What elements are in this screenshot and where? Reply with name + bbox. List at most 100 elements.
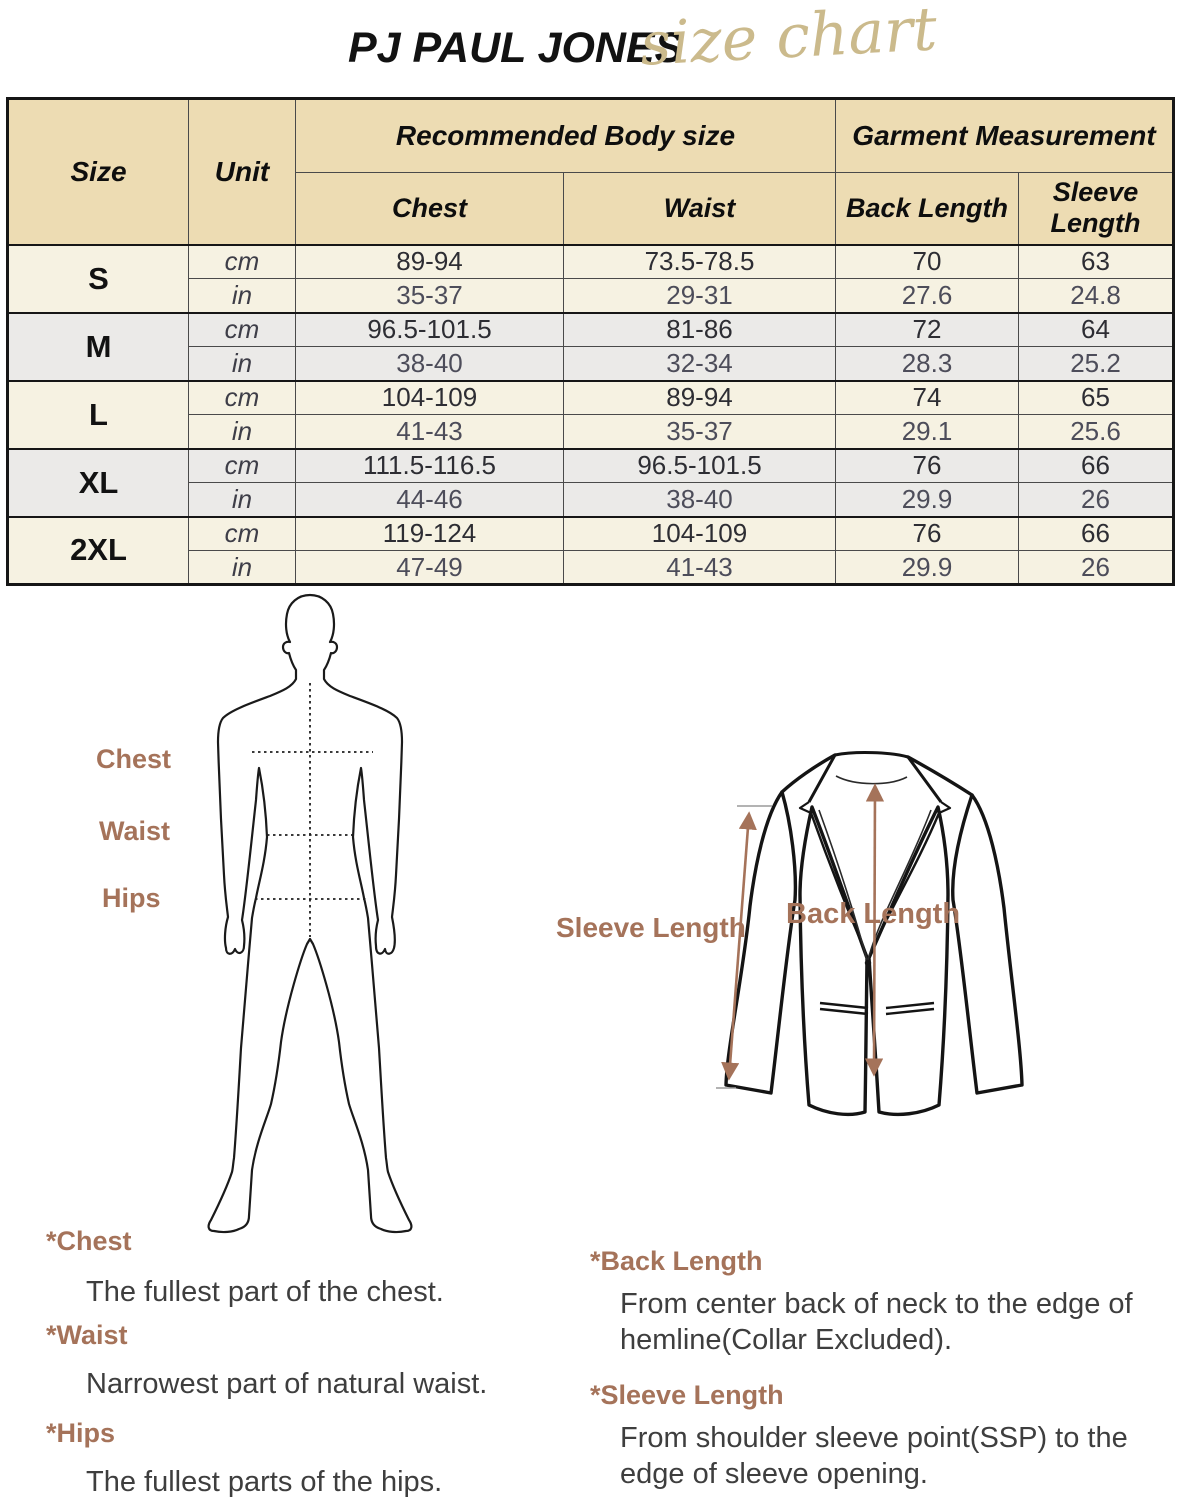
back-length-value-cell: 72 [835, 311, 1020, 347]
col-header-garment: Garment Measurement [835, 98, 1175, 173]
chest-value-cell: 89-94 [295, 243, 564, 279]
table-row: 2XL cm 119-124 104-109 76 66 [7, 515, 1175, 585]
size-cell: 2XL [7, 515, 189, 585]
sleeve-length-value-cell: 66 [1018, 447, 1175, 483]
jacket-pockets [819, 1001, 935, 1016]
jacket-shoulder-lines [780, 753, 974, 797]
col-header-back-length: Back Length [835, 172, 1020, 245]
size-cell: M [7, 311, 189, 381]
jacket-right-panel [867, 805, 950, 1117]
jacket-diagram [716, 751, 1024, 1117]
sleeve-length-definition-text: From shoulder sleeve point(SSP) to the e… [620, 1422, 1128, 1490]
chest-value-cell: 119-124 [295, 515, 564, 551]
unit-cell: in [188, 278, 296, 313]
chest-value-cell: 96.5-101.5 [295, 311, 564, 347]
sleeve-length-arrow [721, 811, 757, 1081]
back-length-arrow [864, 783, 885, 1077]
waist-value-cell: 35-37 [562, 414, 837, 449]
measure-ticks [716, 805, 772, 1089]
jacket-lapel-notches [798, 801, 952, 815]
back-length-value-cell: 29.1 [835, 414, 1020, 449]
waist-value-cell: 96.5-101.5 [562, 447, 837, 483]
table-row: in 44-46 38-40 29.9 26 [8, 482, 1175, 517]
body-diagram [207, 593, 413, 1234]
hips-definition-text: The fullest parts of the hips. [86, 1466, 443, 1498]
table-row: in 47-49 41-43 29.9 26 [8, 550, 1175, 585]
waist-value-cell: 73.5-78.5 [562, 243, 837, 279]
col-header-size: Size [7, 98, 189, 245]
size-chart-table: Size Unit Recommended Body size Garment … [6, 97, 1176, 586]
hips-label: Hips [102, 883, 161, 913]
back-length-value-cell: 27.6 [835, 278, 1020, 313]
back-length-definition-text: From center back of neck to the edge of … [620, 1288, 1133, 1356]
col-header-chest: Chest [295, 172, 564, 245]
size-chart-script-title: size chart [638, 0, 939, 80]
jacket-collar [807, 751, 943, 803]
unit-cell: cm [188, 243, 296, 279]
table-row: in 35-37 29-31 27.6 24.8 [8, 278, 1175, 313]
unit-cell: in [188, 550, 296, 585]
chest-value-cell: 111.5-116.5 [295, 447, 564, 483]
back-length-value-cell: 29.9 [835, 550, 1020, 585]
back-length-value-cell: 29.9 [835, 482, 1020, 517]
chest-definition-text: The fullest part of the chest. [86, 1276, 444, 1308]
size-cell: XL [7, 447, 189, 517]
sleeve-length-label: Sleeve Length [556, 912, 746, 943]
jacket-back-collar-arc [835, 775, 908, 785]
chest-value-cell: 47-49 [295, 550, 564, 585]
table-row: in 41-43 35-37 29.1 25.6 [8, 414, 1175, 449]
unit-cell: cm [188, 515, 296, 551]
col-header-body-size: Recommended Body size [294, 98, 837, 173]
unit-cell: cm [188, 379, 296, 415]
unit-cell: cm [188, 447, 296, 483]
size-cell: S [7, 243, 189, 313]
sleeve-length-value-cell: 63 [1018, 243, 1175, 279]
chest-value-cell: 35-37 [295, 278, 564, 313]
back-length-definition-term: *Back Length [590, 1246, 763, 1276]
back-length-value-cell: 70 [835, 243, 1020, 279]
sleeve-length-value-cell: 26 [1018, 550, 1175, 585]
waist-definition-term: *Waist [46, 1320, 128, 1350]
unit-cell: in [188, 346, 296, 381]
chest-definition-term: *Chest [46, 1226, 132, 1256]
waist-value-cell: 104-109 [562, 515, 837, 551]
chest-value-cell: 44-46 [295, 482, 564, 517]
size-table-container: Size Unit Recommended Body size Garment … [6, 97, 1176, 586]
back-length-value-cell: 74 [835, 379, 1020, 415]
col-header-sleeve-length: Sleeve Length [1018, 172, 1175, 245]
body-outline [207, 593, 413, 1234]
sleeve-length-value-cell: 65 [1018, 379, 1175, 415]
back-length-label: Back Length [786, 898, 961, 930]
back-length-value-cell: 28.3 [835, 346, 1020, 381]
waist-value-cell: 81-86 [562, 311, 837, 347]
back-length-value-cell: 76 [835, 515, 1020, 551]
table-row: M cm 96.5-101.5 81-86 72 64 [7, 311, 1175, 381]
sleeve-length-value-cell: 24.8 [1018, 278, 1175, 313]
col-header-unit: Unit [188, 98, 296, 245]
sleeve-length-value-cell: 25.6 [1018, 414, 1175, 449]
table-row: in 38-40 32-34 28.3 25.2 [8, 346, 1175, 381]
jacket-right-sleeve [951, 793, 1024, 1095]
sleeve-length-value-cell: 66 [1018, 515, 1175, 551]
sleeve-length-value-cell: 25.2 [1018, 346, 1175, 381]
sleeve-length-value-cell: 64 [1018, 311, 1175, 347]
waist-label: Waist [99, 816, 171, 846]
waist-value-cell: 89-94 [562, 379, 837, 415]
chest-label: Chest [96, 744, 172, 774]
waist-value-cell: 41-43 [562, 550, 837, 585]
size-cell: L [7, 379, 189, 449]
chest-value-cell: 41-43 [295, 414, 564, 449]
chest-value-cell: 38-40 [295, 346, 564, 381]
sleeve-length-definition-term: *Sleeve Length [590, 1380, 784, 1410]
waist-value-cell: 29-31 [562, 278, 837, 313]
back-length-value-cell: 76 [835, 447, 1020, 483]
table-row: L cm 104-109 89-94 74 65 [7, 379, 1175, 449]
brand-name: PJ PAUL JONES [348, 24, 684, 72]
unit-cell: cm [188, 311, 296, 347]
hips-definition-term: *Hips [46, 1418, 116, 1448]
sleeve-length-value-cell: 26 [1018, 482, 1175, 517]
col-header-waist: Waist [562, 172, 837, 245]
chest-value-cell: 104-109 [295, 379, 564, 415]
waist-value-cell: 32-34 [562, 346, 837, 381]
